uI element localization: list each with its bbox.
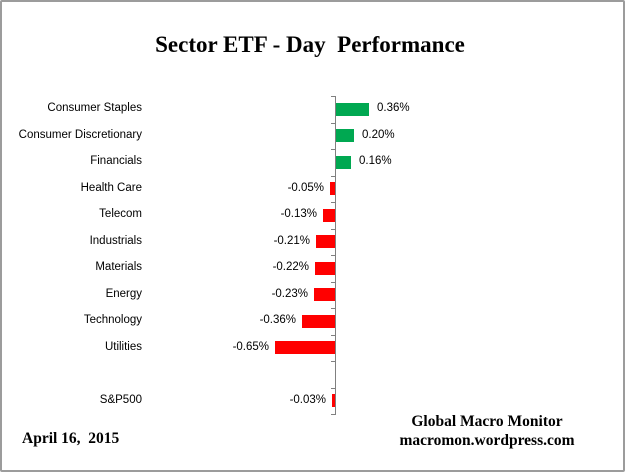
bar [332,394,335,407]
bar [316,235,335,248]
value-label: -0.21% [273,235,310,247]
axis-tick [331,255,336,256]
bar [323,209,335,222]
value-label: -0.05% [287,182,324,194]
axis-tick [331,229,336,230]
value-label: -0.36% [259,314,296,326]
axis-tick [331,335,336,336]
value-label: -0.22% [272,261,309,273]
bar [314,288,335,301]
category-label: S&P500 [99,394,142,406]
axis-tick [331,414,336,415]
category-label: Energy [105,288,142,300]
axis-tick [331,123,336,124]
bar [275,341,335,354]
category-label: Utilities [104,341,142,353]
category-label: Materials [95,261,142,273]
axis-tick [331,202,336,203]
axis-tick [331,176,336,177]
footer-credit: Global Macro Monitor macromon.wordpress.… [332,412,623,450]
credit-url: macromon.wordpress.com [399,432,575,449]
value-label: -0.13% [280,208,317,220]
credit-org: Global Macro Monitor [411,413,563,430]
bar [336,129,354,142]
category-label: Consumer Discretionary [18,129,142,141]
value-label: -0.23% [271,288,308,300]
value-label: -0.65% [232,341,269,353]
footer-date: April 16, 2015 [22,430,120,447]
category-label: Technology [83,314,142,326]
axis-tick [331,282,336,283]
value-label: 0.16% [359,155,392,167]
category-label: Telecom [99,208,142,220]
category-label: Health Care [80,182,142,194]
chart-title: Sector ETF - Day Performance [155,32,465,57]
bar [336,156,351,169]
category-label: Financials [90,155,142,167]
axis-tick [331,388,336,389]
axis-tick [331,149,336,150]
value-label: 0.20% [362,129,395,141]
axis-tick [331,361,336,362]
value-label: 0.36% [377,102,410,114]
value-label: -0.03% [289,394,326,406]
axis-tick [331,308,336,309]
bar [315,262,335,275]
axis-tick [331,96,336,97]
bar [302,315,335,328]
bar [336,103,369,116]
bar [330,182,335,195]
category-label: Consumer Staples [47,102,142,114]
category-label: Industrials [89,235,142,247]
